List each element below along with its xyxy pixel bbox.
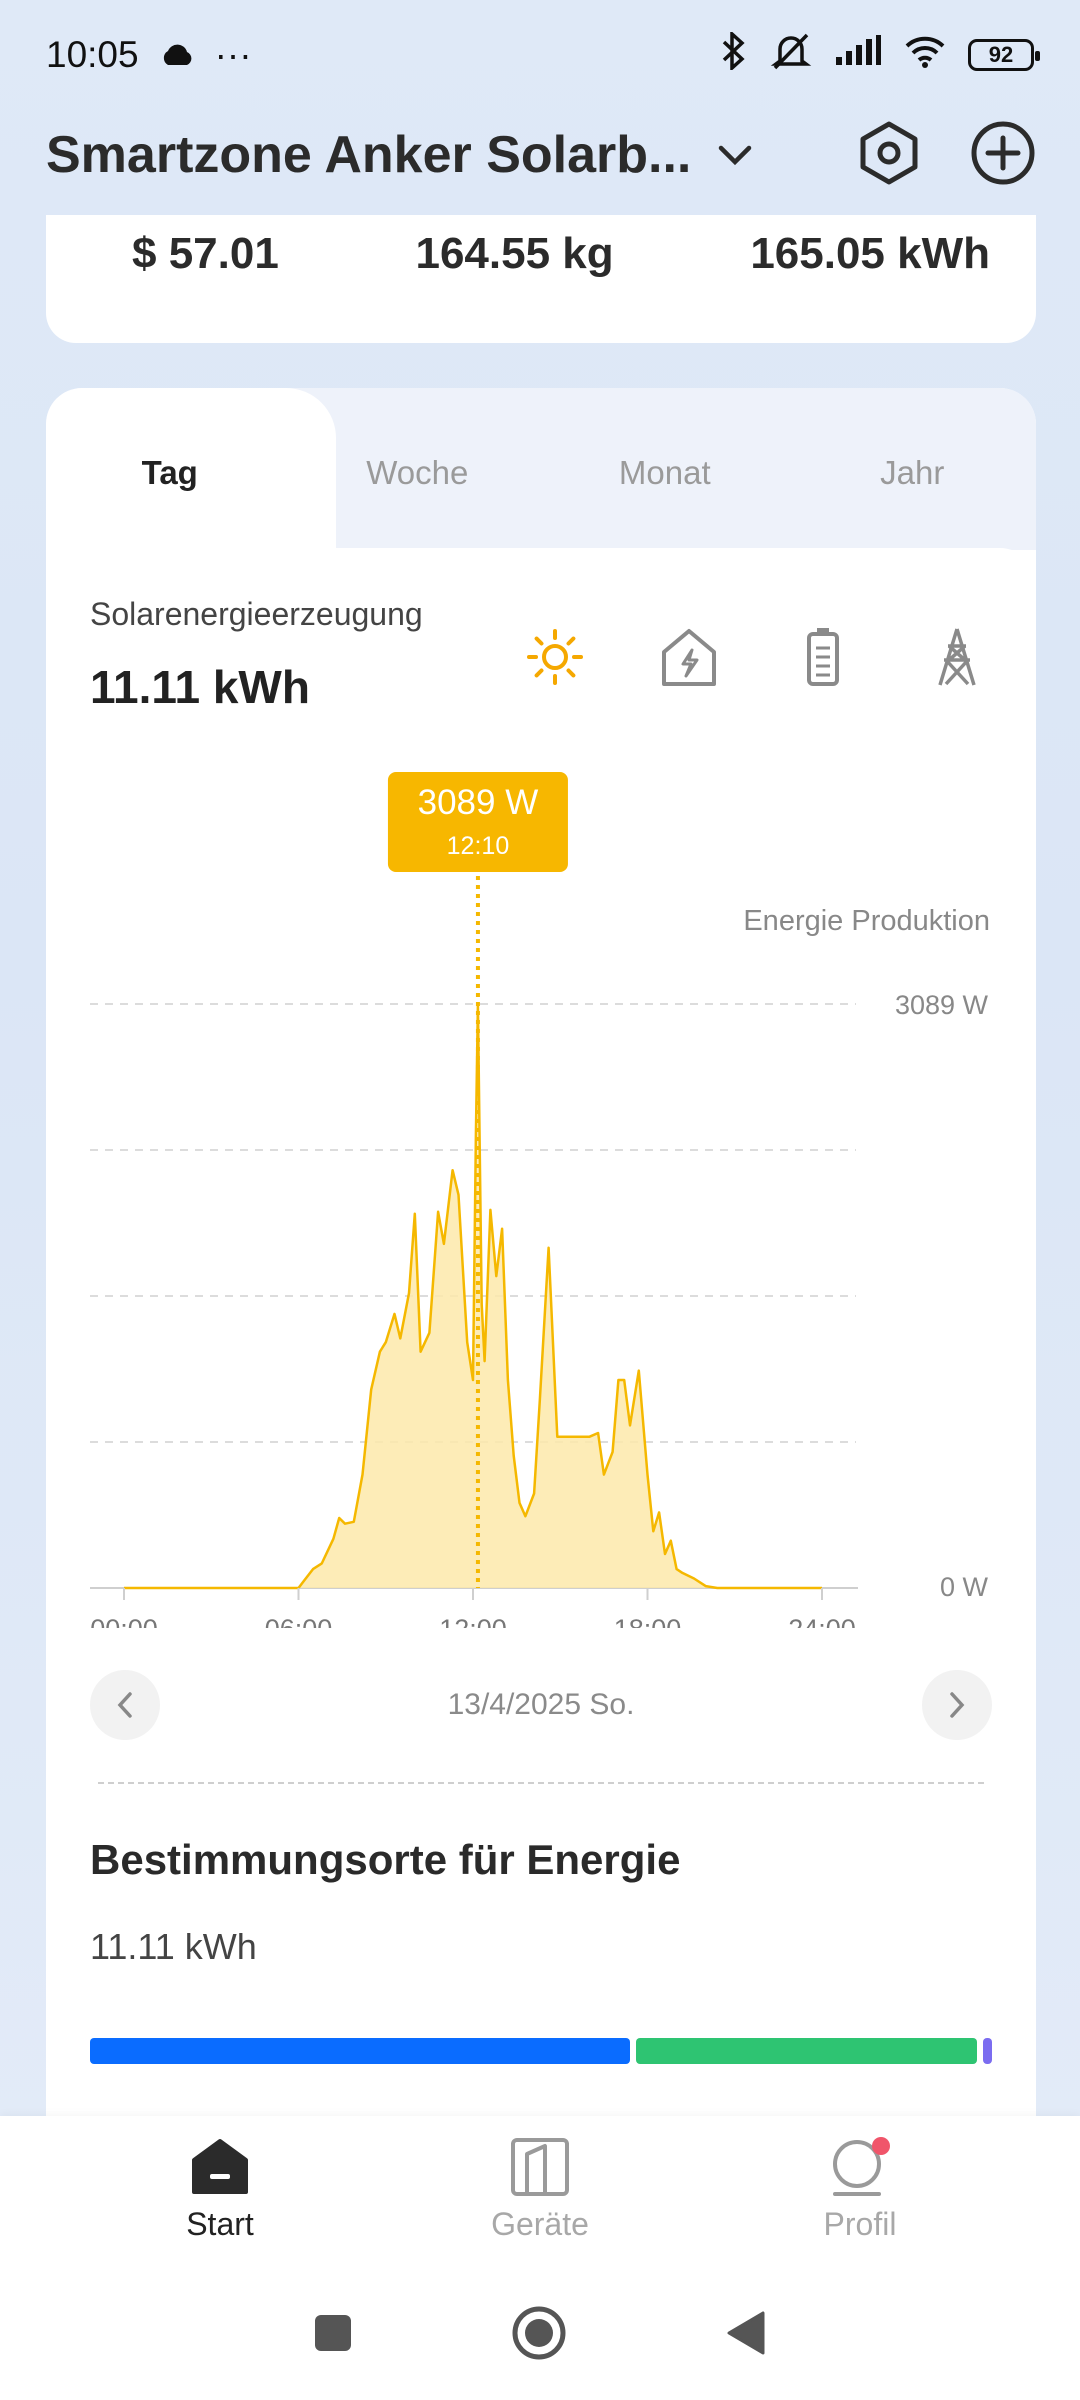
metric-label: Solarenergieerzeugung bbox=[90, 596, 423, 632]
x-tick-label: 12:00 bbox=[439, 1614, 507, 1628]
destinations-title: Bestimmungsorte für Energie bbox=[90, 1836, 681, 1883]
profile-icon bbox=[833, 2137, 890, 2196]
tooltip-value: 3089 W bbox=[418, 783, 539, 822]
add-device-icon[interactable] bbox=[970, 120, 1036, 191]
energy-type-selector bbox=[522, 624, 990, 690]
recents-button[interactable] bbox=[313, 2313, 353, 2358]
tab-day[interactable]: Tag bbox=[141, 454, 198, 491]
destination-segment-blue bbox=[90, 2038, 630, 2064]
period-tabs: Tag Woche Monat Jahr bbox=[46, 388, 1036, 550]
mute-icon bbox=[770, 31, 812, 80]
bluetooth-icon bbox=[718, 29, 748, 79]
chart-legend: Energie Produktion bbox=[743, 905, 990, 937]
production-area bbox=[124, 1004, 822, 1588]
back-button[interactable] bbox=[725, 2309, 767, 2362]
savings-value: $ 57.01 bbox=[132, 229, 279, 278]
signal-icon bbox=[834, 34, 882, 76]
x-tick-label: 06:00 bbox=[265, 1614, 333, 1628]
tab-month[interactable]: Monat bbox=[618, 454, 711, 491]
x-tick-label: 18:00 bbox=[614, 1614, 682, 1628]
tab-week[interactable]: Woche bbox=[366, 454, 469, 491]
metric-value: 11.11 kWh bbox=[90, 661, 310, 713]
current-date[interactable]: 13/4/2025 So. bbox=[447, 1688, 635, 1721]
tab-year[interactable]: Jahr bbox=[880, 454, 945, 491]
home-button[interactable] bbox=[511, 2305, 567, 2366]
active-tab-shape bbox=[46, 388, 336, 550]
bottom-navigation: Start Geräte Profil bbox=[0, 2116, 1080, 2400]
destination-segment-green bbox=[635, 2038, 978, 2064]
nav-devices-label: Geräte bbox=[491, 2206, 589, 2242]
nav-profile-label: Profil bbox=[823, 2206, 897, 2242]
y-tick-label-zero: 0 W bbox=[940, 1572, 989, 1602]
x-tick-label: 24:00 bbox=[788, 1614, 856, 1628]
sun-icon[interactable] bbox=[522, 624, 588, 690]
devices-icon bbox=[511, 2138, 569, 2196]
home-icon bbox=[192, 2139, 248, 2194]
production-line bbox=[124, 1002, 822, 1590]
status-more: ··· bbox=[214, 34, 252, 75]
previous-day-button[interactable] bbox=[90, 1670, 160, 1740]
pylon-icon[interactable] bbox=[924, 624, 990, 690]
solar-production-chart[interactable]: 00:00 06:00 12:00 18:00 24:00 3089 W 0 W Energi… bbox=[46, 748, 1036, 1628]
destinations-total: 11.11 kWh bbox=[90, 1926, 257, 1967]
cloud-icon bbox=[159, 34, 195, 76]
nav-profile[interactable]: Profil bbox=[760, 2136, 960, 2243]
status-time: 10:05 bbox=[46, 34, 139, 75]
energy-card: Tag Woche Monat Jahr Solarenergieerzeugu… bbox=[46, 388, 1036, 2118]
nav-devices[interactable]: Geräte bbox=[440, 2136, 640, 2243]
chevron-left-icon bbox=[117, 1692, 132, 1718]
chevron-right-icon bbox=[950, 1692, 965, 1718]
house-bolt-icon[interactable] bbox=[656, 624, 722, 690]
battery-icon[interactable] bbox=[790, 624, 856, 690]
header: Smartzone Anker Solarb... bbox=[46, 115, 1036, 195]
nav-start[interactable]: Start bbox=[120, 2136, 320, 2243]
tooltip-time: 12:10 bbox=[447, 832, 510, 860]
date-navigator: 13/4/2025 So. bbox=[90, 1670, 992, 1740]
total-energy-value: 165.05 kWh bbox=[750, 229, 990, 278]
section-divider bbox=[98, 1782, 984, 1784]
device-group-title[interactable]: Smartzone Anker Solarb... bbox=[46, 126, 692, 184]
next-day-button[interactable] bbox=[921, 1670, 992, 1740]
destinations-bar bbox=[90, 2038, 992, 2064]
x-tick-label: 00:00 bbox=[90, 1614, 158, 1628]
settings-hexagon-icon[interactable] bbox=[858, 121, 920, 190]
battery-icon: 92 bbox=[968, 39, 1040, 71]
tooltip-box bbox=[387, 772, 568, 872]
nav-start-label: Start bbox=[186, 2206, 254, 2242]
destination-segment-purple bbox=[983, 2038, 992, 2064]
co2-value: 164.55 kg bbox=[415, 229, 614, 278]
system-navigation bbox=[0, 2290, 1080, 2380]
chevron-down-icon[interactable] bbox=[715, 135, 755, 175]
summary-card: $ 57.01 164.55 kg 165.05 kWh bbox=[46, 215, 1036, 343]
wifi-icon bbox=[904, 34, 946, 77]
y-tick-label-max: 3089 W bbox=[895, 990, 989, 1020]
status-bar: 10:05 ··· 92 bbox=[0, 0, 1080, 110]
